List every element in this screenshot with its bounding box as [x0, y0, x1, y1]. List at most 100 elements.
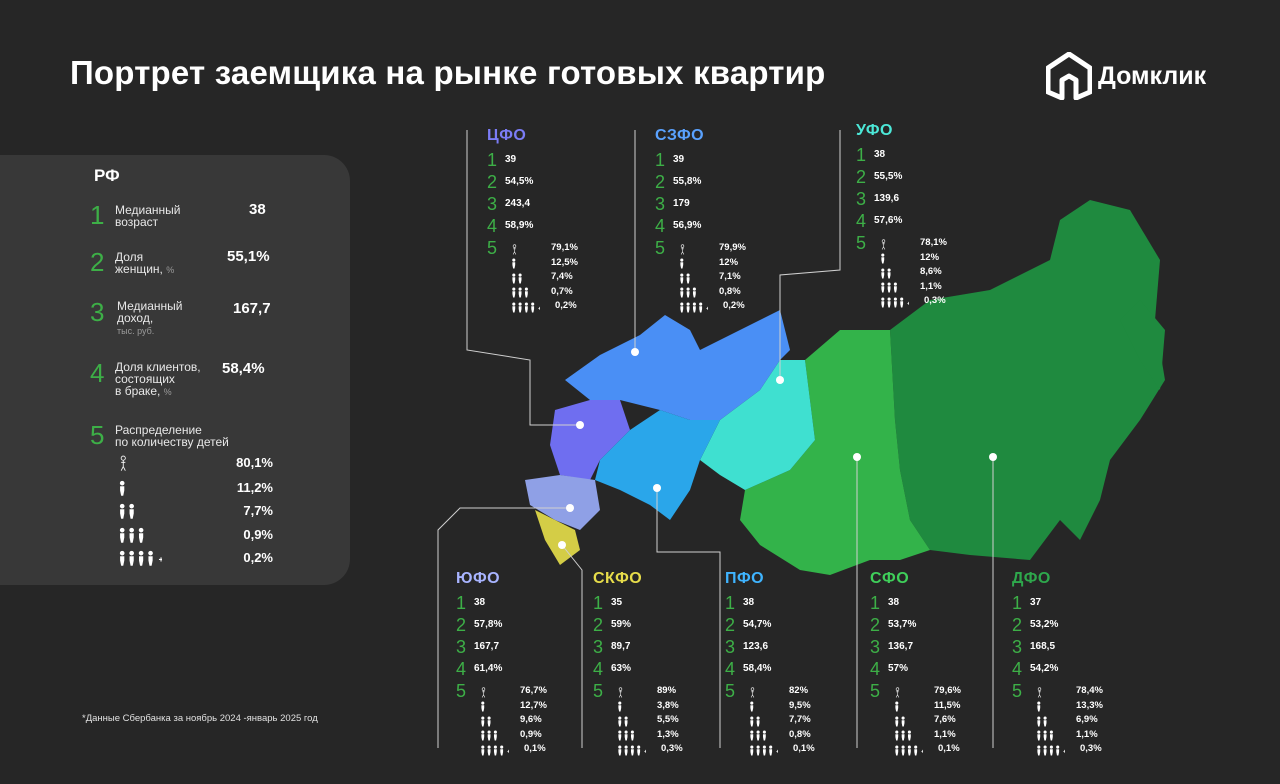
two-children-icon: [617, 714, 630, 732]
label-line: состоящих: [115, 372, 175, 386]
district-kids-value: 79,9%: [719, 242, 746, 253]
unit-label: %: [166, 265, 175, 275]
district-metric-value: 59%: [611, 619, 632, 630]
district-kids-row: 78,4%: [1036, 685, 1156, 699]
rf-kids-value: 0,2%: [243, 550, 273, 565]
item-number: 4: [456, 659, 467, 679]
two-children-icon: [894, 714, 907, 732]
item-number: 5: [456, 681, 467, 701]
page-title: Портрет заемщика на рынке готовых кварти…: [70, 54, 826, 91]
item-number: 5: [725, 681, 736, 701]
district-card: УФО 1 38 2 55,5% 3 139,6 4 57,6% 5 78,1% 12% 8,6% 1,1…: [856, 122, 996, 308]
map-region-ufo: [700, 360, 815, 490]
district-card: ПФО 1 38 2 54,7% 3 123,6 4 58,4% 5 82% 9,5% 7,7% 0,8%…: [725, 570, 865, 756]
rf-kids-row: 0,9%: [118, 527, 273, 543]
map-region-yufo: [525, 475, 600, 530]
district-kids-value: 8,6%: [920, 266, 942, 277]
district-metric-value: 37: [1030, 597, 1042, 608]
district-metric-value: 57%: [888, 663, 909, 674]
district-name: ПФО: [725, 570, 765, 587]
district-kids-value: 0,1%: [793, 743, 815, 754]
label-line: Распределение: [115, 423, 202, 437]
district-metric-value: 139,6: [874, 193, 900, 204]
item-number: 3: [725, 637, 736, 657]
district-kids-row: 3,8%: [617, 700, 737, 714]
label-line: Доля: [115, 250, 144, 264]
district-kids-value: 0,3%: [924, 295, 946, 306]
district-kids-value: 1,3%: [657, 728, 679, 740]
item-number: 1: [1012, 593, 1023, 613]
district-kids-value: 13,3%: [1076, 699, 1103, 711]
district-kids-value: 1,1%: [1076, 728, 1098, 740]
item-number: 4: [725, 659, 736, 679]
district-kids-row: 78,1%: [880, 237, 1000, 251]
district-kids-row: 12,7%: [480, 700, 600, 714]
four-plus-children-icon: [617, 743, 648, 761]
district-metric-value: 179: [673, 198, 690, 209]
four-plus-children-icon: [480, 743, 511, 761]
brand-logo[interactable]: Домклик: [1046, 52, 1206, 100]
district-name: ЦФО: [487, 127, 527, 144]
item-number: 1: [456, 593, 467, 613]
district-kids-row: 79,9%: [679, 242, 799, 256]
map-region-dfo: [890, 200, 1165, 560]
item-number: 2: [655, 172, 666, 192]
district-metric-value: 38: [474, 597, 486, 608]
rf-women-share-value: 55,1%: [227, 248, 270, 265]
rf-kids-value: 7,7%: [243, 503, 273, 518]
district-kids-row: 12%: [679, 257, 799, 271]
district-kids-row: 12,5%: [511, 257, 631, 271]
district-metric-value: 168,5: [1030, 641, 1056, 652]
district-kids-row: 0,2%: [511, 300, 631, 314]
district-kids-value: 0,8%: [719, 285, 741, 297]
district-kids-row: 0,1%: [894, 743, 1014, 757]
district-card: ДФО 1 37 2 53,2% 3 168,5 4 54,2% 5 78,4% 13,3% 6,9% 1…: [1012, 570, 1152, 756]
item-number: 3: [856, 189, 867, 209]
one-child-icon: [894, 700, 900, 718]
item-number: 3: [90, 297, 105, 327]
district-metric-value: 54,2%: [1030, 663, 1059, 674]
item-number: 3: [487, 194, 498, 214]
district-kids-row: 0,8%: [679, 286, 799, 300]
district-kids-row: 0,9%: [480, 729, 600, 743]
district-kids-row: 9,6%: [480, 714, 600, 728]
no-children-icon: [880, 237, 887, 255]
data-source-note: *Данные Сбербанка за ноябрь 2024 -январь…: [82, 713, 318, 724]
district-kids-value: 0,9%: [520, 728, 542, 740]
item-number: 2: [90, 247, 105, 277]
one-child-icon: [880, 252, 886, 270]
four-plus-children-icon: [511, 300, 542, 318]
district-kids-value: 3,8%: [657, 699, 679, 711]
district-metric-value: 58,4%: [743, 663, 772, 674]
district-kids-value: 9,6%: [520, 714, 542, 725]
district-kids-row: 0,3%: [1036, 743, 1156, 757]
marker-pfo: [653, 484, 661, 492]
brand-name: Домклик: [1098, 61, 1207, 90]
three-children-icon: [617, 729, 636, 747]
rf-median-income-value: 167,7: [233, 300, 271, 317]
district-kids-value: 7,6%: [934, 714, 956, 725]
district-kids-value: 12,5%: [551, 256, 578, 268]
rf-kids-row: 11,2%: [118, 480, 273, 496]
district-kids-value: 7,7%: [789, 714, 811, 725]
label-line: по количеству детей: [115, 435, 229, 449]
item-number: 5: [90, 420, 105, 450]
district-kids-value: 1,1%: [920, 280, 942, 292]
district-metric-value: 57,8%: [474, 619, 503, 630]
connector-skfo: [561, 544, 583, 748]
no-children-icon: [511, 242, 518, 260]
map-region-pfo: [595, 410, 720, 520]
unit-label: тыс. руб.: [117, 326, 155, 336]
label-line: возраст: [115, 215, 159, 229]
two-children-icon: [118, 503, 137, 525]
district-kids-value: 6,9%: [1076, 714, 1098, 725]
item-number: 2: [593, 615, 604, 635]
item-number: 3: [1012, 637, 1023, 657]
district-metric-value: 61,4%: [474, 663, 503, 674]
district-metric-value: 136,7: [888, 641, 914, 652]
item-number: 3: [870, 637, 881, 657]
district-kids-row: 11,5%: [894, 700, 1014, 714]
district-kids-row: 12%: [880, 252, 1000, 266]
district-kids-value: 1,1%: [934, 728, 956, 740]
marker-ufo: [776, 376, 784, 384]
